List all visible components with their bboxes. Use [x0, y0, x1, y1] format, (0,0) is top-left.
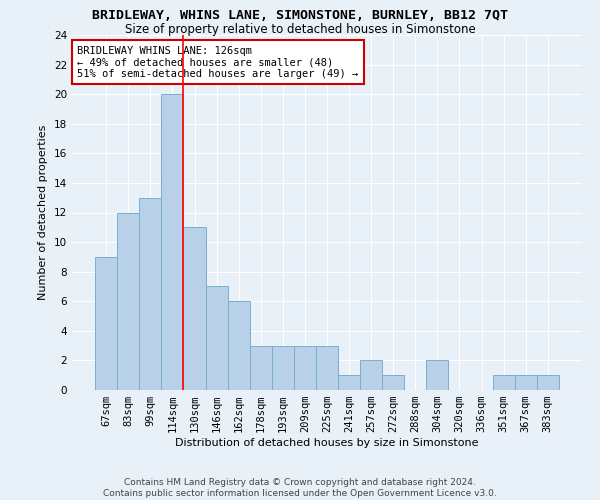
Bar — [382, 375, 404, 390]
Text: Contains HM Land Registry data © Crown copyright and database right 2024.
Contai: Contains HM Land Registry data © Crown c… — [103, 478, 497, 498]
Bar — [493, 375, 515, 390]
X-axis label: Distribution of detached houses by size in Simonstone: Distribution of detached houses by size … — [175, 438, 479, 448]
Bar — [161, 94, 184, 390]
Text: BRIDLEWAY, WHINS LANE, SIMONSTONE, BURNLEY, BB12 7QT: BRIDLEWAY, WHINS LANE, SIMONSTONE, BURNL… — [92, 9, 508, 22]
Bar — [139, 198, 161, 390]
Bar — [294, 346, 316, 390]
Bar — [95, 257, 117, 390]
Y-axis label: Number of detached properties: Number of detached properties — [38, 125, 49, 300]
Text: BRIDLEWAY WHINS LANE: 126sqm
← 49% of detached houses are smaller (48)
51% of se: BRIDLEWAY WHINS LANE: 126sqm ← 49% of de… — [77, 46, 358, 79]
Bar — [206, 286, 227, 390]
Bar — [515, 375, 537, 390]
Text: Size of property relative to detached houses in Simonstone: Size of property relative to detached ho… — [125, 22, 475, 36]
Bar — [316, 346, 338, 390]
Bar — [272, 346, 294, 390]
Bar — [227, 301, 250, 390]
Bar — [427, 360, 448, 390]
Bar — [360, 360, 382, 390]
Bar — [537, 375, 559, 390]
Bar — [184, 228, 206, 390]
Bar — [338, 375, 360, 390]
Bar — [250, 346, 272, 390]
Bar — [117, 212, 139, 390]
